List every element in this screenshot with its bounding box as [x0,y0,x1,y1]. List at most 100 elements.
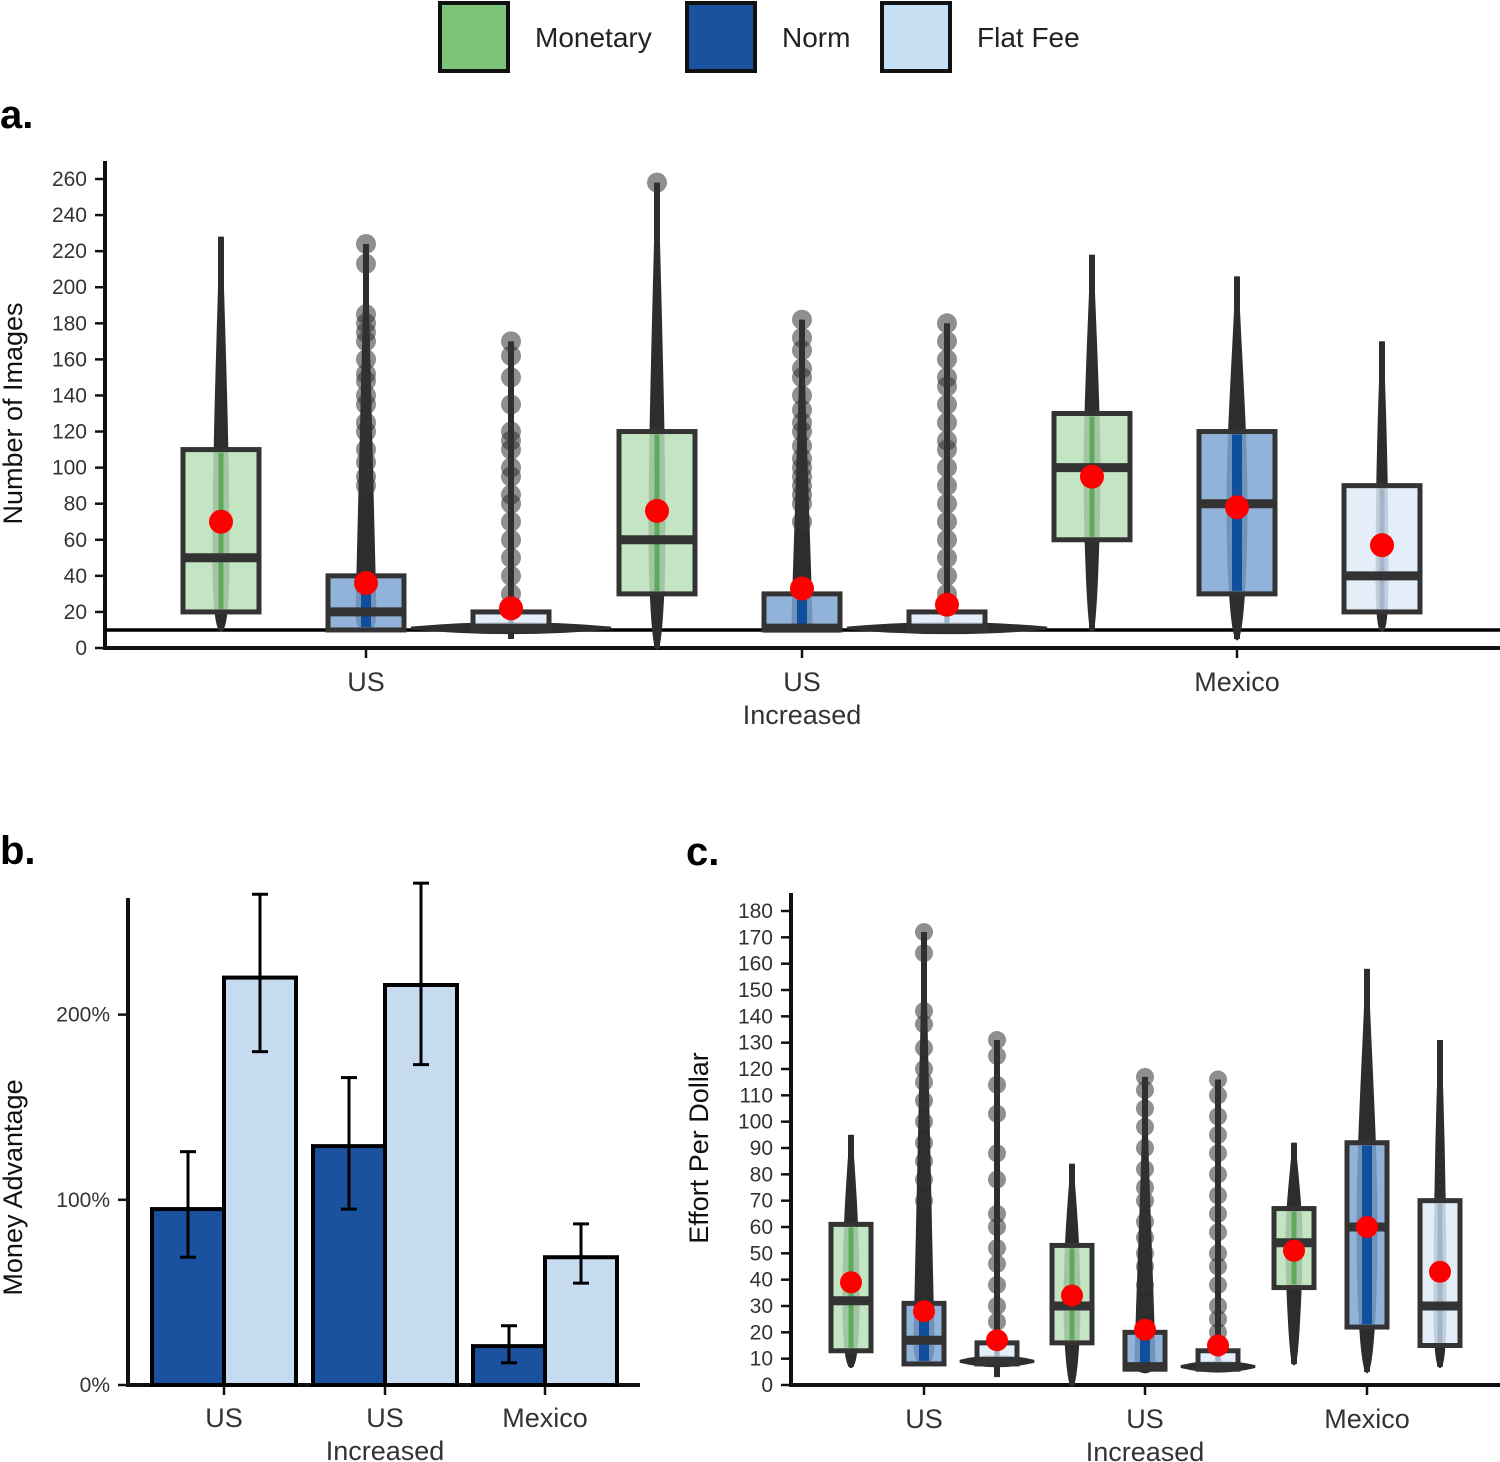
outlier-point [937,412,957,433]
outlier-point [1136,1081,1154,1100]
outlier-point [937,511,957,532]
y-tick-label: 140 [52,384,87,407]
box-flat-fee [1417,1039,1463,1369]
outlier-point [356,349,376,370]
x-category-sublabel: Increased [1086,1437,1205,1462]
outlier-point [501,466,521,487]
box-flat-fee [1341,341,1423,632]
y-tick-label: 70 [750,1190,773,1213]
y-tick-label: 80 [750,1163,773,1186]
y-tick-label: 40 [64,565,87,588]
outlier-point [1209,1107,1227,1126]
legend-label-monetary: Monetary [535,22,652,53]
x-category-label: Mexico [1194,667,1280,697]
mean-point [840,1271,862,1294]
outlier-point [937,457,957,478]
outlier-point [356,331,376,352]
outlier-point [988,1275,1006,1294]
outlier-point [937,529,957,550]
legend: Monetary Norm Flat Fee [438,1,1080,73]
y-tick-label: 80 [64,493,87,516]
outlier-point [501,493,521,514]
outlier-point [915,1152,933,1171]
outlier-point [915,1170,933,1189]
outlier-point [792,309,812,330]
y-tick-label: 180 [738,900,773,923]
box-flat-fee [1180,1070,1256,1373]
outlier-point [1136,1228,1154,1247]
box-norm [901,923,947,1367]
y-tick-label: 30 [750,1295,773,1318]
y-tick-label: 170 [738,926,773,949]
y-tick-label: 0% [80,1374,110,1397]
box-norm [761,309,843,633]
outlier-point [1209,1125,1227,1144]
outlier-point [1136,1067,1154,1086]
mean-point [645,498,669,523]
panel-label: b. [0,829,36,873]
legend-swatch-monetary [438,1,510,73]
y-tick-label: 90 [750,1137,773,1160]
box-flat-fee [410,331,612,639]
legend-swatch-flat-fee [880,1,952,73]
mean-point [209,509,233,534]
outlier-point [988,1297,1006,1315]
mean-point [354,571,378,596]
outlier-point [915,1015,933,1034]
outlier-point [1209,1144,1227,1163]
x-category-label: US [366,1403,404,1433]
legend-label-norm: Norm [782,22,850,53]
outlier-point [356,452,376,473]
x-category-label: US [905,1404,943,1434]
mean-point [499,596,523,621]
outlier-point [937,439,957,460]
outlier-point [937,394,957,415]
outlier-point [988,1031,1006,1050]
x-category-label: US [1126,1404,1164,1434]
outlier-point [988,1170,1006,1189]
y-tick-label: 0 [761,1374,773,1397]
x-category-label: US [205,1403,243,1433]
outlier-point [501,565,521,586]
outlier-point [1136,1244,1154,1263]
mean-point [1283,1239,1305,1262]
outlier-point [937,313,957,334]
y-tick-label: 240 [52,204,87,227]
outlier-point [915,1091,933,1110]
outlier-point [501,394,521,415]
y-tick-label: 10 [750,1348,773,1371]
y-tick-label: 260 [52,168,87,191]
outlier-point [915,1191,933,1210]
outlier-point [501,511,521,532]
y-tick-label: 200% [56,1004,110,1027]
y-tick-label: 100 [52,457,87,480]
outlier-point [356,371,376,392]
box-norm [1196,276,1278,641]
y-tick-label: 160 [52,348,87,371]
y-tick-label: 60 [64,529,87,552]
outlier-point [501,331,521,352]
outlier-point [501,529,521,550]
outlier-point [988,1218,1006,1236]
mean-point [935,592,959,617]
y-axis-label: Money Advantage [0,1079,28,1295]
outlier-point [501,345,521,366]
outlier-point [1136,1099,1154,1118]
y-tick-label: 220 [52,240,87,263]
outlier-point [937,493,957,514]
outlier-point [1209,1257,1227,1276]
outlier-point [792,385,812,406]
legend-label-flat-fee: Flat Fee [977,22,1080,53]
outlier-point [356,475,376,496]
outlier-point [1209,1223,1227,1242]
x-category-label: Mexico [502,1403,588,1433]
legend-swatch-norm [685,1,757,73]
outlier-point [988,1254,1006,1273]
outlier-point [915,1133,933,1152]
outlier-point [1136,1191,1154,1210]
mean-point [913,1300,935,1323]
outlier-point [1209,1086,1227,1105]
box-monetary [1049,1163,1095,1387]
outlier-point [1209,1070,1227,1089]
